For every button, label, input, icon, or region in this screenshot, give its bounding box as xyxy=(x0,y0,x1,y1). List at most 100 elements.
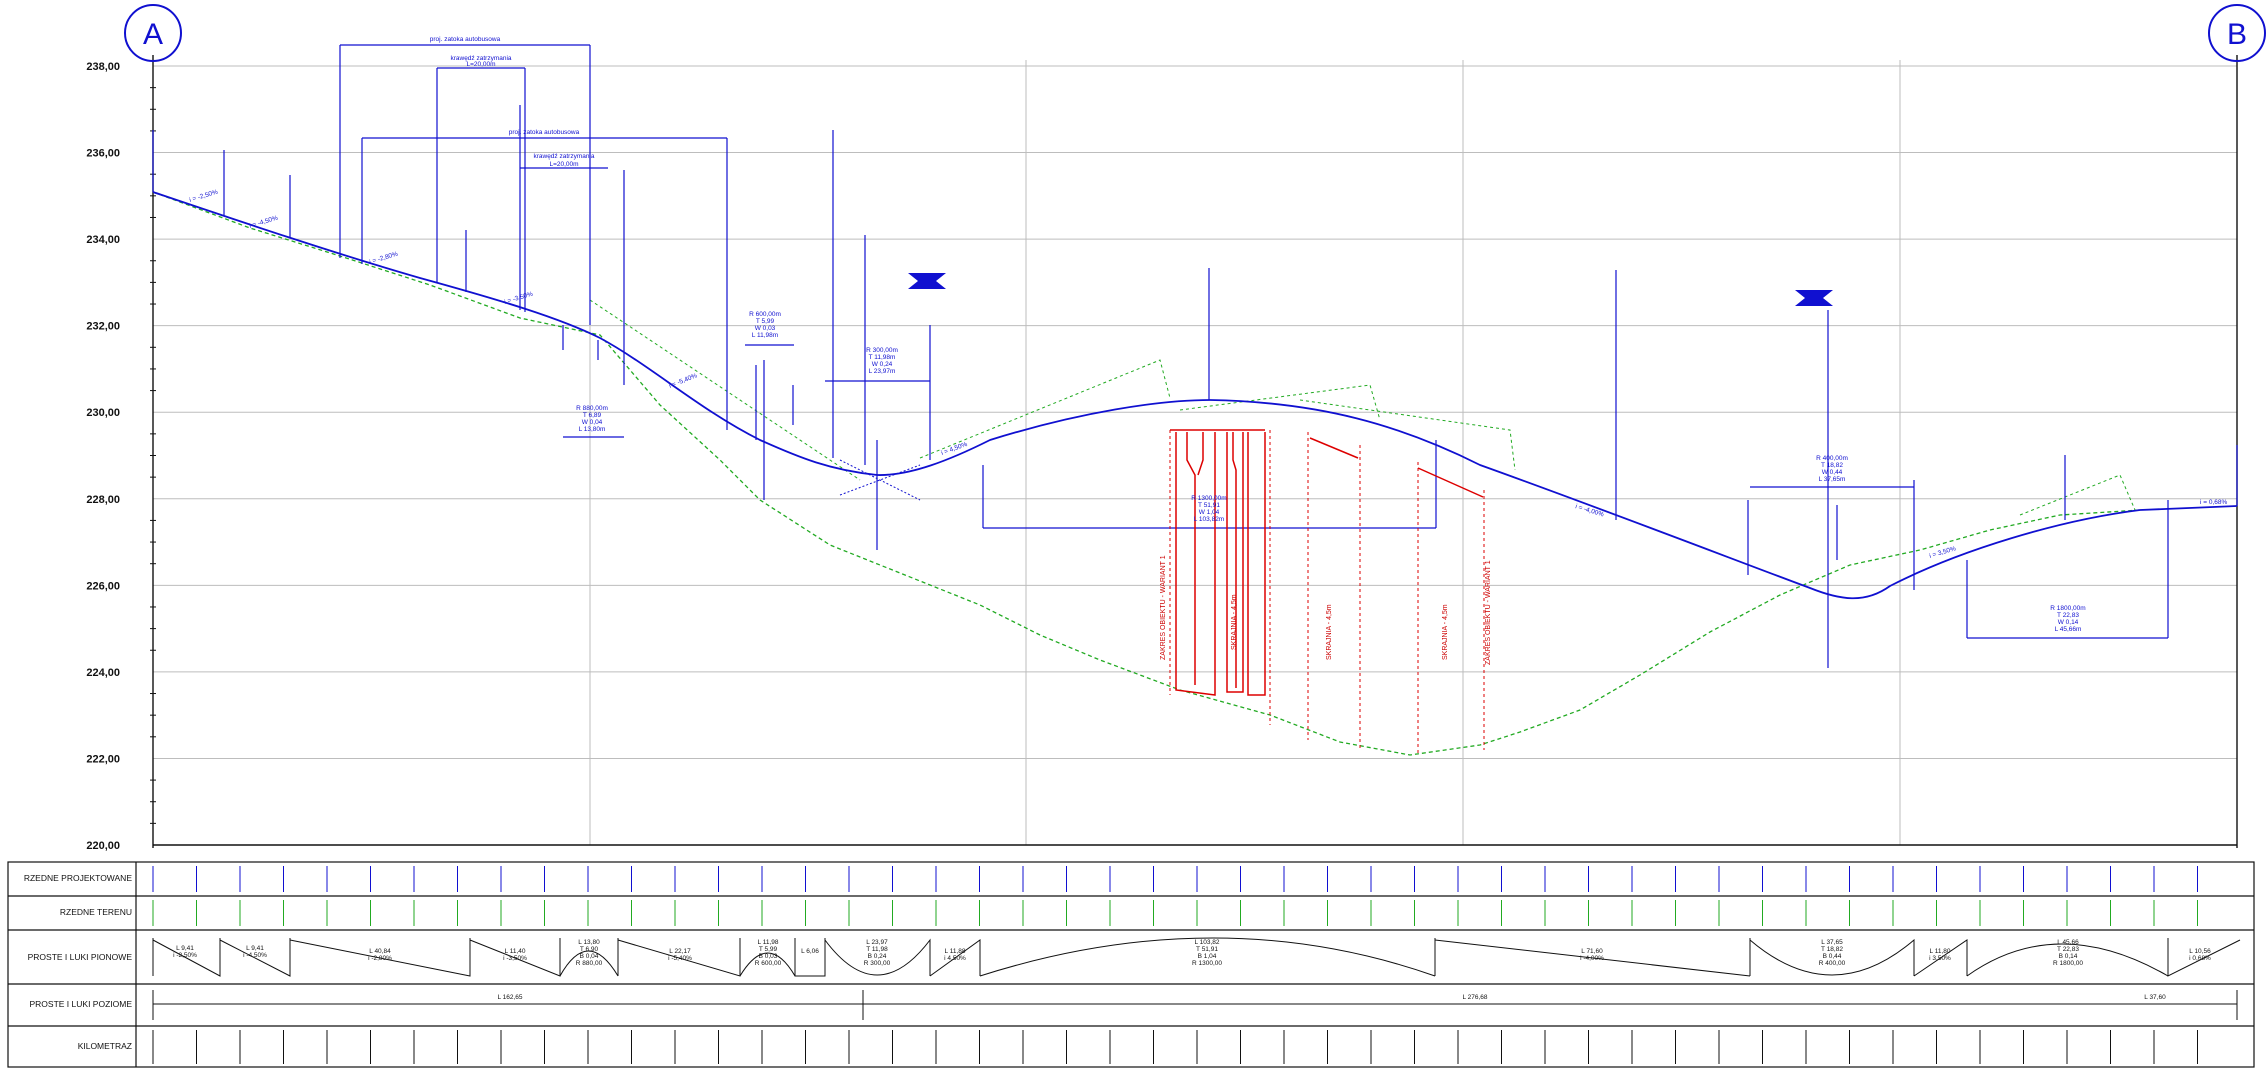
stop-length-label-2: L=20,00m xyxy=(549,161,578,168)
vertical-element-line: i 0,68% xyxy=(2189,955,2211,962)
vertical-element-line: L 10,56 xyxy=(2189,948,2211,955)
curve-label-line: T 22,83 xyxy=(2057,612,2079,619)
curve-label-line: R 1300,00m xyxy=(1191,495,1226,502)
vertical-element-line: i 4,50% xyxy=(944,955,966,962)
tangent-construction xyxy=(589,299,2136,516)
marker-b: B xyxy=(2208,4,2266,62)
y-tick-label: 224,00 xyxy=(86,667,120,679)
vertical-element-line: i -4,00% xyxy=(1580,955,1604,962)
vertical-element-line: i -5,40% xyxy=(668,955,692,962)
band-label-horizontal-alignment: PROSTE I LUKI POZIOME xyxy=(30,999,133,1009)
y-tick-label: 236,00 xyxy=(86,148,120,160)
vertical-element-line: L 9,41 xyxy=(246,945,264,952)
curve-label-line: R 880,00m xyxy=(576,405,608,412)
vertical-element-line: T 51,91 xyxy=(1196,946,1218,953)
band-label-design-elevations: RZEDNE PROJEKTOWANE xyxy=(24,873,132,883)
vertical-element-label: L 6,06 xyxy=(801,948,819,955)
curve-label-line: W 0,14 xyxy=(2058,619,2079,626)
curve-label-line: R 1800,00m xyxy=(2050,605,2085,612)
vertical-element-line: B 0,44 xyxy=(1823,953,1842,960)
vertical-element-line: T 6,90 xyxy=(580,946,599,953)
vertical-element-line: i -2,80% xyxy=(368,955,392,962)
vertical-element-line: R 400,00 xyxy=(1819,960,1846,967)
low-point-construction xyxy=(839,459,921,501)
bus-bay-label-1: proj. zatoka autobusowa xyxy=(430,36,501,43)
vertical-element-label: L 45,66T 22,83B 0,14R 1800,00 xyxy=(2053,939,2083,967)
y-tick-label: 226,00 xyxy=(86,580,120,592)
vertical-element-label: L 13,80T 6,90B 0,04R 880,00 xyxy=(576,939,603,967)
y-tick-label: 222,00 xyxy=(86,753,120,765)
curve-label-line: T 5,99 xyxy=(756,318,775,325)
curve-label-line: W 0,24 xyxy=(872,361,893,368)
band-label-chainage: KILOMETRAZ xyxy=(78,1041,132,1051)
vertical-alignment-labels: L 9,41i -2,50%L 9,41i -4,50%L 40,84i -2,… xyxy=(173,939,2211,967)
grade-label: i = -2,50% xyxy=(189,189,219,204)
grade-label: i = -3,50% xyxy=(504,291,534,306)
stop-edge-label-2: krawędź zatrzymania xyxy=(533,153,594,160)
clearance-label: SKRAJNIA - 4,5m xyxy=(1326,604,1333,660)
horizontal-element-label: L 276,68 xyxy=(1462,994,1487,1001)
vertical-element-line: B 0,03 xyxy=(759,953,778,960)
vertical-element-line: B 0,04 xyxy=(580,953,599,960)
curve-label-line: L 13,80m xyxy=(579,426,606,433)
dimension-lines xyxy=(340,44,2168,639)
vertical-element-line: R 300,00 xyxy=(864,960,891,967)
grade-label: i = -5,40% xyxy=(668,372,698,390)
curve-label-line: R 400,00m xyxy=(1816,455,1848,462)
vertical-element-line: L 37,65 xyxy=(1821,939,1843,946)
grade-label: i = 4,50% xyxy=(940,441,968,457)
vertical-grid xyxy=(589,60,1901,845)
curve-label-line: T 18,82 xyxy=(1821,462,1843,469)
curve-label-line: W 0,04 xyxy=(582,419,603,426)
vertical-element-line: L 71,60 xyxy=(1581,948,1603,955)
curve-label-line: L 11,98m xyxy=(752,332,778,339)
curve-label-line: W 0,03 xyxy=(755,325,776,332)
vertical-element-line: T 11,98 xyxy=(866,946,888,953)
horizontal-alignment-shapes xyxy=(152,990,2238,1020)
curve-label-line: T 6,89 xyxy=(583,412,602,419)
vertical-element-line: L 22,17 xyxy=(669,948,691,955)
clearance-label: SKRAJNIA - 4,5m xyxy=(1442,604,1449,660)
vertical-element-line: L 6,06 xyxy=(801,948,819,955)
vertical-element-label: L 10,56i 0,68% xyxy=(2189,948,2211,962)
vertical-element-label: L 11,40i -3,50% xyxy=(503,948,527,962)
vertical-element-line: L 45,66 xyxy=(2057,939,2079,946)
curve-label-line: W 0,44 xyxy=(1822,469,1843,476)
vertical-element-line: T 22,83 xyxy=(2057,946,2079,953)
vertical-element-line: L 11,80 xyxy=(1930,948,1951,955)
vertical-element-line: L 23,97 xyxy=(866,939,888,946)
bridge-structure xyxy=(1170,429,1484,696)
bands-frame xyxy=(7,861,2255,1068)
vertical-element-line: L 40,84 xyxy=(369,948,391,955)
vertical-element-line: L 11,88 xyxy=(945,948,966,955)
horizontal-element-label: L 162,65 xyxy=(497,994,522,1001)
grade-label: i = 0,68% xyxy=(2200,499,2228,506)
marker-a-label: A xyxy=(143,18,163,51)
y-tick-label: 228,00 xyxy=(86,494,120,506)
vertical-element-label: L 103,82T 51,91B 1,04R 1300,00 xyxy=(1192,939,1222,967)
vertical-element-label: L 9,41i -2,50% xyxy=(173,945,197,959)
clearance-lines xyxy=(1169,430,1485,755)
vertical-element-line: R 1800,00 xyxy=(2053,960,2083,967)
marker-a: A xyxy=(124,4,182,62)
station-lines xyxy=(152,45,2238,668)
vertical-element-line: L 9,41 xyxy=(176,945,194,952)
vertical-element-line: i 3,50% xyxy=(1929,955,1951,962)
vertical-element-line: L 13,80 xyxy=(578,939,600,946)
y-tick-label: 234,00 xyxy=(86,234,120,246)
horizontal-element-label: L 37,60 xyxy=(2144,994,2166,1001)
band-label-terrain-elevations: RZEDNE TERENU xyxy=(60,907,132,917)
top-annotations: proj. zatoka autobusowa krawędź zatrzyma… xyxy=(430,36,595,168)
vertical-element-line: R 600,00 xyxy=(755,960,782,967)
grade-label: i = -4,50% xyxy=(249,215,279,230)
marker-b-label: B xyxy=(2227,18,2247,51)
band-ticks xyxy=(152,866,2198,1064)
bus-bay-label-2: proj. zatoka autobusowa xyxy=(509,129,580,136)
